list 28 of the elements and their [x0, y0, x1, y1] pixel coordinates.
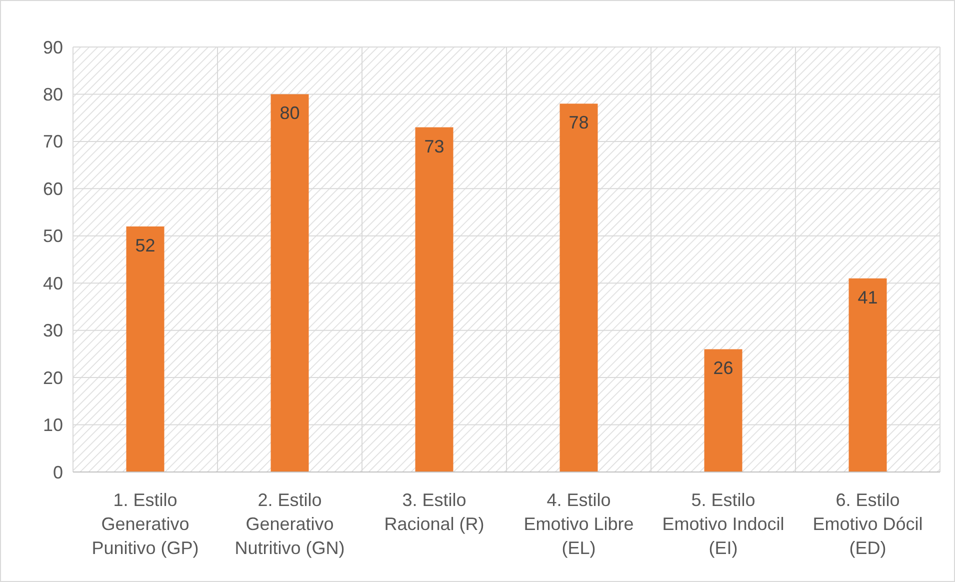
bar — [848, 278, 887, 472]
bar — [415, 127, 454, 472]
x-tick-label: 5. Estilo Emotivo Indocil (EI) — [662, 490, 784, 558]
x-tick-label: 4. Estilo Emotivo Libre (EL) — [524, 490, 634, 558]
x-tick-label: 6. Estilo Emotivo Dócil (ED) — [812, 490, 923, 558]
y-tick-label: 80 — [42, 84, 63, 105]
y-tick-label: 0 — [52, 462, 63, 482]
x-tick-label: 3. Estilo Racional (R) — [384, 490, 484, 534]
data-label: 26 — [713, 358, 734, 378]
y-tick-label: 20 — [42, 368, 63, 388]
y-tick-label: 70 — [42, 132, 63, 152]
bar — [704, 349, 742, 472]
y-tick-label: 50 — [42, 226, 63, 246]
data-label: 78 — [568, 112, 589, 133]
data-label: 41 — [858, 287, 878, 308]
bar — [270, 94, 309, 472]
y-tick-label: 10 — [42, 415, 63, 436]
x-tick-label: 1. Estilo Generativo Punitivo (GP) — [92, 490, 199, 558]
y-tick-label: 90 — [42, 37, 63, 58]
x-tick-label: 2. Estilo Generativo Nutritivo (GN) — [234, 490, 345, 558]
bar — [560, 104, 598, 472]
y-tick-label: 30 — [42, 320, 63, 341]
data-label: 73 — [424, 136, 444, 156]
y-tick-label: 60 — [42, 178, 63, 199]
bar — [126, 226, 164, 472]
data-label: 80 — [280, 103, 300, 124]
data-label: 52 — [135, 235, 156, 256]
y-tick-label: 40 — [42, 273, 63, 294]
